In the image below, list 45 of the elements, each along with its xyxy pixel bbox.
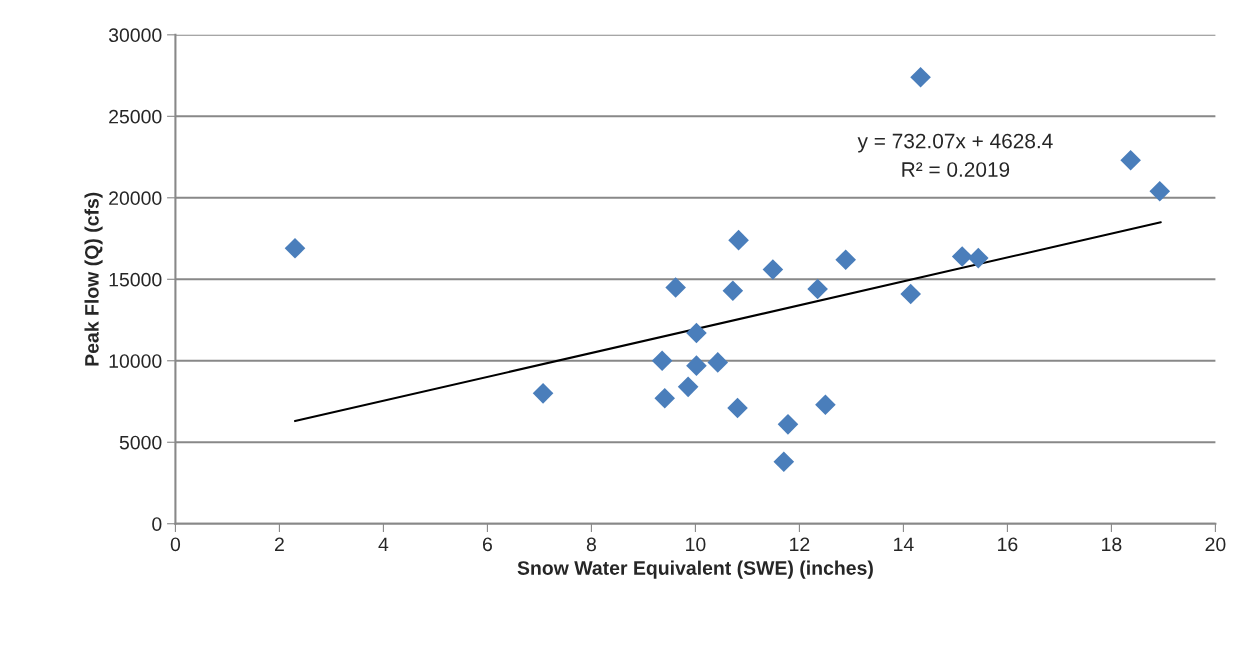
point	[967, 247, 989, 269]
point	[728, 229, 749, 251]
point	[951, 246, 973, 267]
point	[815, 394, 836, 416]
point	[284, 238, 306, 259]
y-tick-label: 10000	[109, 354, 162, 369]
x-axis-title: Snow Water Equivalent (SWE) (inches)	[517, 560, 873, 579]
x-tick-label: 14	[894, 537, 914, 552]
point	[762, 259, 784, 280]
point	[910, 66, 931, 88]
y-axis-title: Peak Flow (Q) (cfs)	[84, 192, 103, 366]
y-tick-label: 30000	[108, 28, 162, 43]
point	[686, 322, 707, 344]
x-tick-label: 10	[686, 537, 706, 552]
x-tick-label: 18	[1102, 537, 1122, 552]
point	[707, 352, 729, 373]
point	[654, 387, 676, 409]
y-tick-label: 25000	[109, 109, 162, 124]
point	[727, 397, 748, 419]
point	[686, 355, 707, 376]
x-tick-label: 4	[378, 537, 389, 552]
x-tick-label: 6	[483, 537, 492, 552]
y-tick-label: 20000	[109, 191, 162, 206]
point	[807, 278, 828, 300]
y-tick-label: 5000	[119, 435, 162, 450]
point	[900, 283, 921, 305]
x-tick-label: 8	[586, 537, 596, 552]
y-tick-label: 15000	[109, 272, 162, 287]
point	[651, 350, 673, 372]
point	[722, 280, 744, 301]
point	[835, 249, 856, 271]
annotation: y = 732.07x + 4628.4 R² = 0.2019	[857, 133, 1053, 177]
x-tick-label: 2	[274, 537, 284, 552]
y-tick-label: 0	[152, 517, 162, 531]
point	[1149, 180, 1171, 202]
point	[777, 414, 799, 435]
point	[773, 451, 795, 473]
point	[1120, 150, 1141, 171]
point	[677, 376, 699, 398]
x-tick-label: 0	[170, 537, 181, 552]
point	[532, 383, 554, 404]
x-tick-label: 12	[790, 537, 810, 552]
x-tick-label: 20	[1205, 537, 1226, 552]
x-tick-label: 16	[998, 537, 1018, 552]
point	[665, 277, 686, 298]
